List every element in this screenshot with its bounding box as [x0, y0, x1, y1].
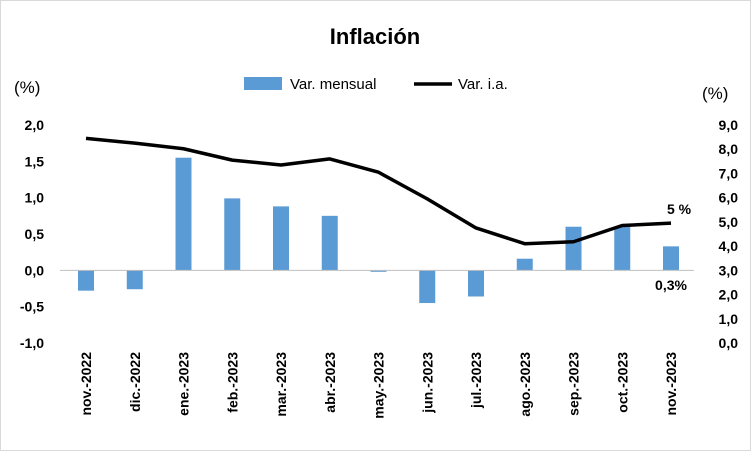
- legend-swatch-bar: [244, 77, 282, 90]
- legend-label-bar: Var. mensual: [290, 76, 376, 93]
- x-tick-label: dic.-2022: [127, 352, 143, 412]
- bar-feb.-2023: [224, 198, 241, 271]
- bar-nov.-2022: [78, 270, 94, 291]
- bar-jun.-2023: [419, 270, 436, 304]
- right-tick-label: 5,0: [719, 214, 739, 230]
- right-tick-label: 3,0: [719, 262, 739, 278]
- right-tick-label: 6,0: [719, 190, 739, 206]
- bar-sep.-2023: [565, 226, 582, 271]
- bar-series: [78, 157, 679, 304]
- x-axis-labels: nov.-2022 dic.-2022 ene.-2023 feb.-2023 mar.…: [78, 352, 679, 419]
- legend: Var. mensual Var. i.a.: [244, 76, 508, 93]
- bar-ene.-2023: [175, 157, 192, 271]
- x-tick-label: feb.-2023: [224, 352, 240, 413]
- bar-nov.-2023: [663, 246, 679, 271]
- x-tick-label: oct.-2023: [614, 352, 630, 413]
- left-axis-ticks: 2,0 1,5 1,0 0,5 0,0 -0,5 -1,0: [20, 117, 44, 351]
- right-tick-label: 9,0: [719, 117, 739, 133]
- right-tick-label: 2,0: [719, 287, 739, 303]
- left-tick-label: 0,0: [25, 262, 45, 278]
- chart-title: Inflación: [330, 24, 420, 49]
- right-tick-label: 0,0: [719, 335, 739, 351]
- bar-dic.-2022: [126, 270, 143, 290]
- legend-label-line: Var. i.a.: [458, 76, 508, 93]
- left-tick-label: 1,5: [25, 153, 45, 169]
- x-tick-label: nov.-2023: [663, 352, 679, 416]
- right-tick-label: 8,0: [719, 141, 739, 157]
- x-tick-label: jun.-2023: [419, 352, 435, 414]
- right-tick-label: 4,0: [719, 238, 739, 254]
- left-tick-label: -0,5: [20, 299, 44, 315]
- bar-ago.-2023: [516, 258, 533, 271]
- annotation-bar-last: 0,3%: [655, 277, 687, 293]
- x-tick-label: ago.-2023: [517, 352, 533, 417]
- right-axis-ticks: 9,0 8,0 7,0 6,0 5,0 4,0 3,0 2,0 1,0 0,0: [719, 117, 739, 351]
- left-axis-unit: (%): [14, 78, 40, 97]
- x-tick-label: nov.-2022: [78, 352, 94, 416]
- left-tick-label: 1,0: [25, 190, 45, 206]
- x-tick-label: ene.-2023: [176, 352, 192, 416]
- x-tick-label: jul.-2023: [468, 352, 484, 409]
- annotation-line-last: 5 %: [667, 201, 692, 217]
- left-tick-label: 0,5: [25, 226, 45, 242]
- right-tick-label: 7,0: [719, 165, 739, 181]
- line-series: [85, 136, 672, 246]
- left-tick-label: -1,0: [20, 335, 44, 351]
- right-axis-unit: (%): [702, 84, 728, 103]
- bar-abr.-2023: [321, 215, 338, 271]
- bar-may.-2023: [370, 270, 387, 272]
- bar-mar.-2023: [273, 206, 289, 271]
- left-tick-label: 2,0: [25, 117, 45, 133]
- bar-jul.-2023: [468, 270, 484, 297]
- x-tick-label: mar.-2023: [273, 352, 289, 417]
- right-tick-label: 1,0: [719, 311, 739, 327]
- x-tick-label: may.-2023: [371, 352, 387, 419]
- bar-oct.-2023: [614, 226, 631, 271]
- x-tick-label: sep.-2023: [566, 352, 582, 416]
- x-tick-label: abr.-2023: [322, 352, 338, 413]
